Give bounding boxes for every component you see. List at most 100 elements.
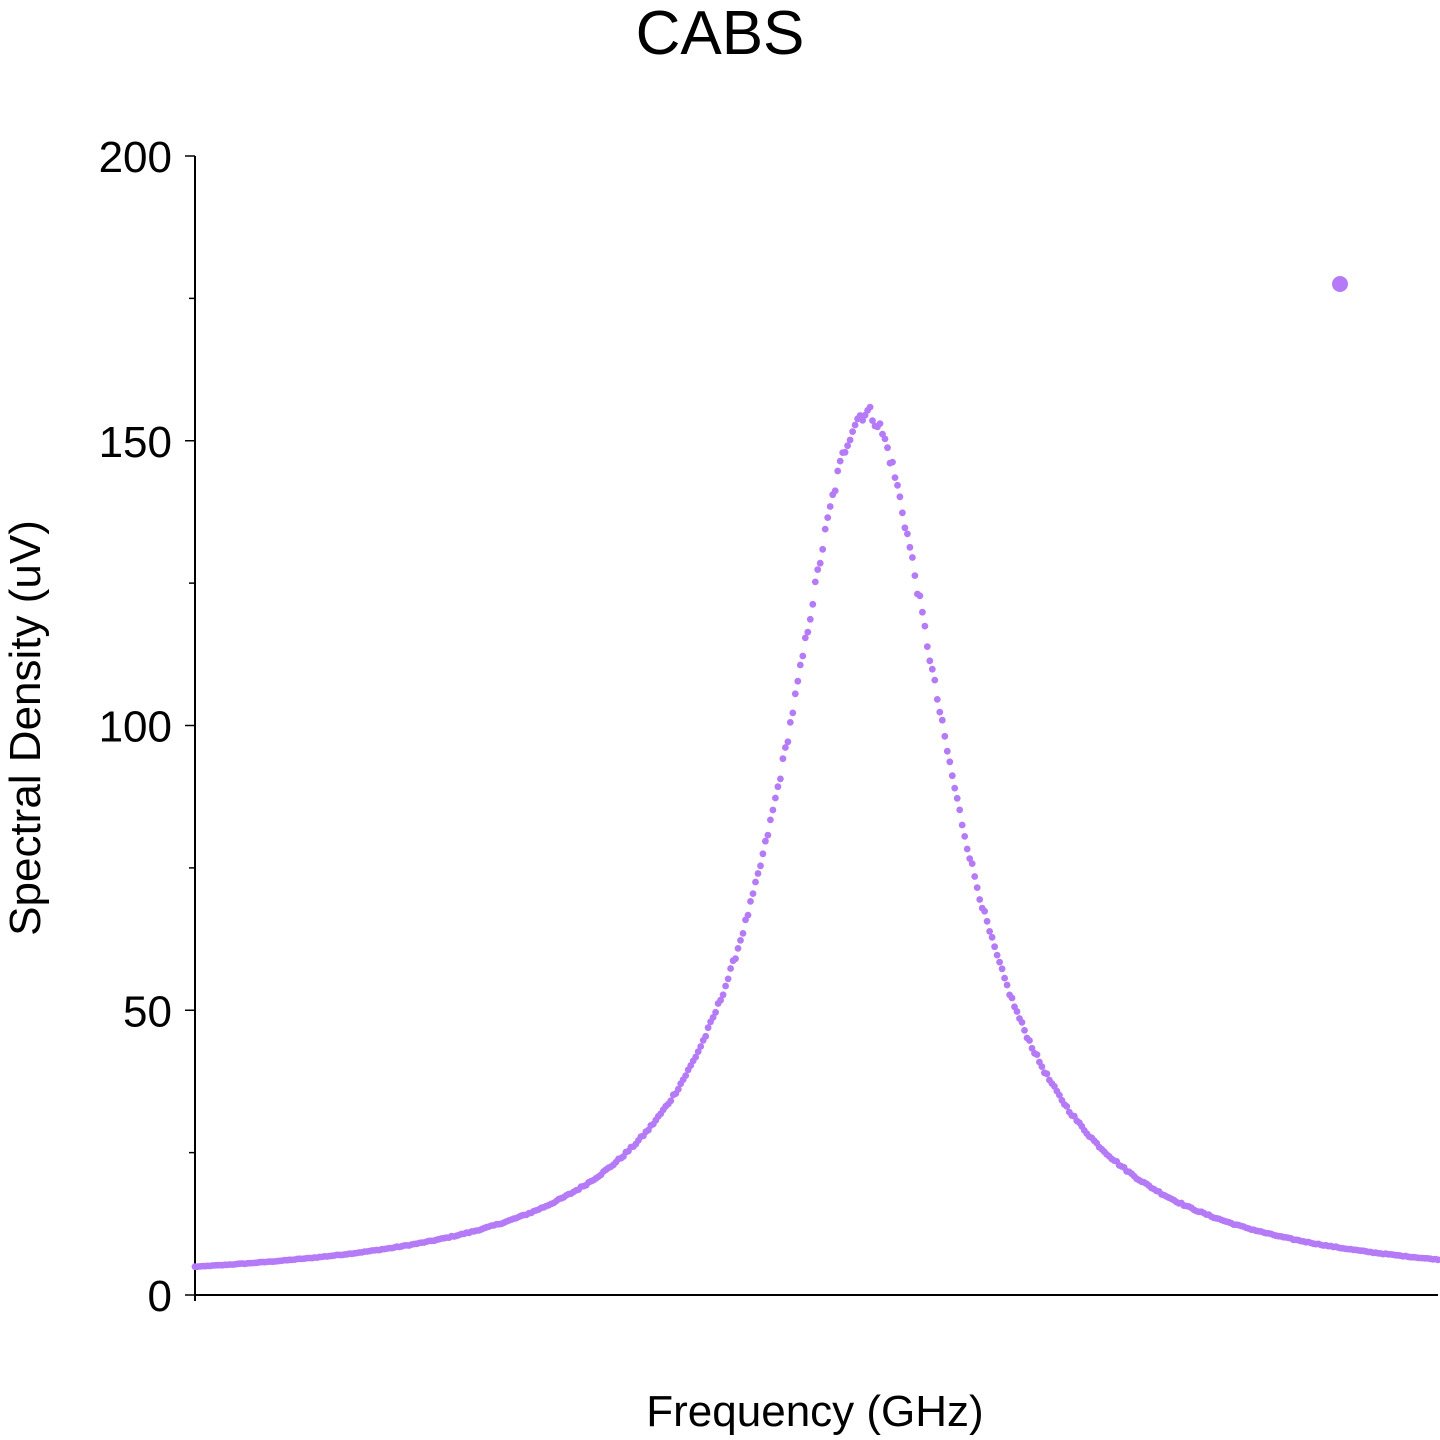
data-point xyxy=(764,831,772,839)
y-tick-label: 150 xyxy=(99,418,172,467)
data-point xyxy=(899,509,906,517)
data-point xyxy=(831,487,839,495)
y-axis: 0 50 100 150 200 xyxy=(99,133,196,1321)
data-point xyxy=(1003,981,1011,989)
data-point xyxy=(747,898,754,905)
data-point xyxy=(782,744,789,751)
data-point xyxy=(988,933,996,941)
data-point xyxy=(938,716,946,724)
data-point xyxy=(1001,974,1008,982)
data-point xyxy=(881,435,889,443)
data-point xyxy=(916,592,924,600)
data-point xyxy=(841,448,849,456)
data-point xyxy=(801,634,809,642)
data-point xyxy=(1056,1091,1063,1099)
data-point xyxy=(859,416,866,424)
data-point xyxy=(762,837,769,845)
y-tick-label: 50 xyxy=(123,987,172,1036)
data-point xyxy=(973,884,981,891)
data-point xyxy=(844,442,851,450)
data-point xyxy=(976,896,984,903)
data-point xyxy=(919,608,926,616)
data-point xyxy=(909,554,916,561)
data-point xyxy=(971,873,979,880)
data-point xyxy=(911,572,919,579)
data-point xyxy=(948,772,956,780)
data-point xyxy=(717,996,724,1004)
data-point xyxy=(819,545,827,553)
data-point xyxy=(836,457,844,465)
data-point xyxy=(923,643,931,650)
data-point xyxy=(991,943,998,951)
data-point xyxy=(968,860,976,867)
data-point xyxy=(774,783,782,791)
data-point xyxy=(904,530,911,538)
data-point xyxy=(876,420,884,427)
data-point xyxy=(694,1048,702,1055)
data-point xyxy=(946,758,954,766)
data-point xyxy=(986,928,993,935)
data-point xyxy=(744,911,752,919)
data-point xyxy=(894,481,901,489)
data-point xyxy=(769,806,777,814)
data-point xyxy=(811,578,819,586)
data-point xyxy=(891,474,899,481)
data-point xyxy=(732,955,739,963)
data-point xyxy=(869,417,876,424)
data-point xyxy=(791,690,799,698)
data-point xyxy=(933,696,941,703)
data-point xyxy=(1033,1051,1041,1058)
data-point xyxy=(759,850,767,858)
data-point xyxy=(956,806,964,814)
data-point xyxy=(961,833,969,840)
data-point xyxy=(998,965,1006,973)
data-point xyxy=(779,755,787,763)
y-tick-label: 0 xyxy=(148,1272,172,1321)
legend-marker xyxy=(1332,276,1348,292)
data-point xyxy=(724,975,732,983)
data-point xyxy=(921,622,929,630)
data-point xyxy=(936,708,944,716)
data-point xyxy=(981,907,988,915)
data-point xyxy=(727,965,734,972)
data-point xyxy=(682,1072,690,1079)
data-point xyxy=(739,930,747,937)
x-axis-label: Frequency (GHz) xyxy=(646,1387,983,1436)
data-point xyxy=(1008,994,1016,1002)
data-point xyxy=(943,747,951,755)
data-point xyxy=(1013,1008,1021,1015)
data-point xyxy=(692,1053,700,1061)
data-points xyxy=(191,403,1440,1271)
data-point xyxy=(1434,1256,1440,1264)
y-axis-label: Spectral Density (uV) xyxy=(1,520,50,936)
data-point xyxy=(794,677,802,685)
data-point xyxy=(834,467,842,475)
y-tick-label: 200 xyxy=(99,133,172,182)
data-point xyxy=(983,917,991,925)
data-point xyxy=(896,493,904,501)
data-point xyxy=(866,403,874,411)
data-point xyxy=(1021,1027,1028,1034)
data-point xyxy=(804,628,812,636)
data-point xyxy=(1043,1070,1051,1078)
data-point xyxy=(697,1043,705,1050)
data-point xyxy=(953,794,961,802)
data-point xyxy=(931,676,939,684)
data-point xyxy=(734,945,742,952)
data-point xyxy=(926,657,934,665)
data-point xyxy=(884,444,891,452)
data-point xyxy=(901,524,909,532)
data-point xyxy=(752,878,759,886)
data-point xyxy=(784,738,792,746)
data-point xyxy=(667,1097,675,1105)
data-point xyxy=(754,870,762,877)
data-point xyxy=(786,719,794,726)
data-point xyxy=(722,982,729,990)
data-point xyxy=(799,652,807,660)
data-point xyxy=(796,661,804,669)
data-point xyxy=(1038,1063,1046,1070)
data-point xyxy=(846,436,854,444)
data-point xyxy=(1026,1037,1033,1044)
data-point xyxy=(816,559,824,567)
